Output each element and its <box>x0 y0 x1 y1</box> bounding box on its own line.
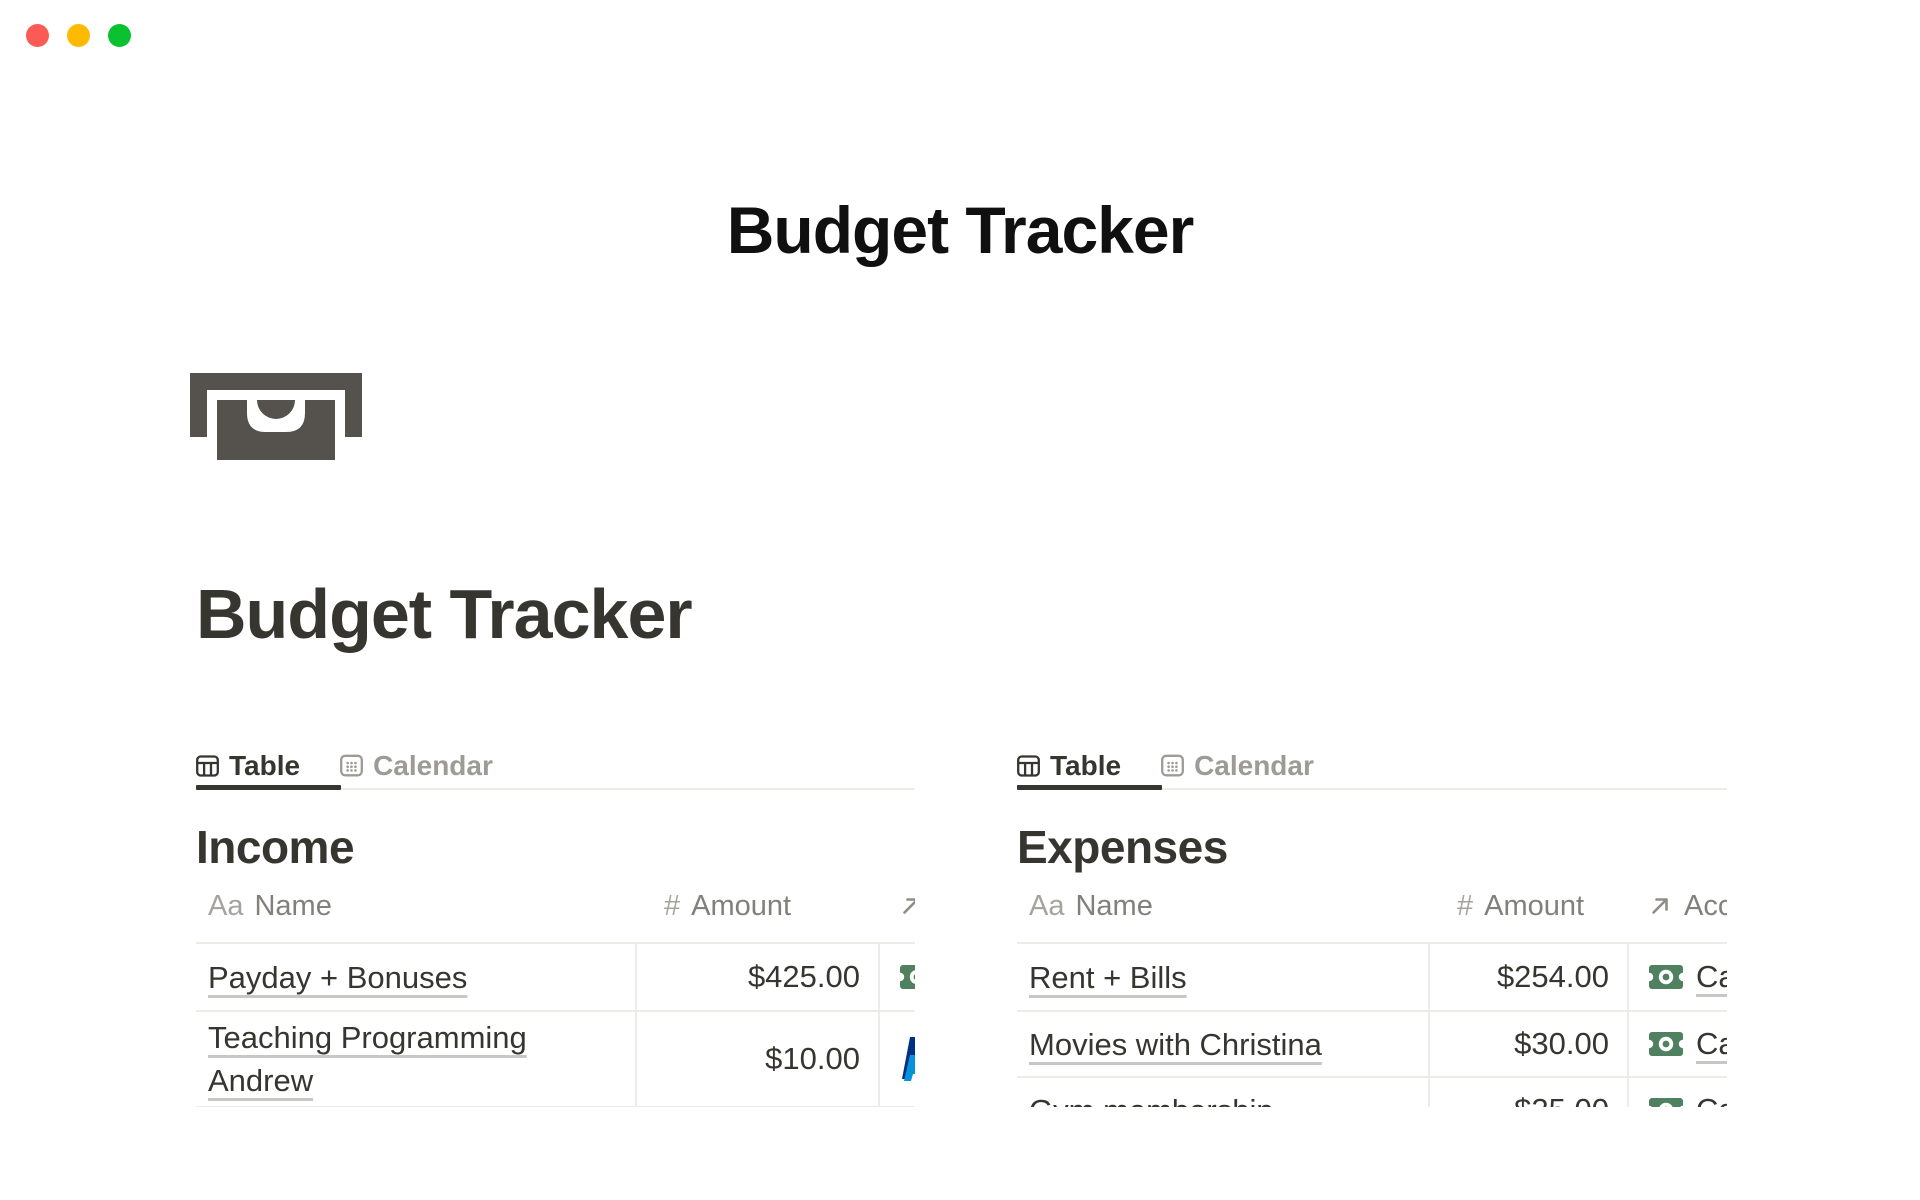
cash-icon <box>1649 1032 1683 1056</box>
column-label: Amount <box>691 889 792 922</box>
account-cell[interactable]: Cash <box>878 944 915 1010</box>
table-row: Movies with Christina $30.00 Cash <box>1017 1012 1727 1078</box>
window-controls <box>26 24 131 47</box>
amount-cell[interactable]: $30.00 <box>1428 1012 1627 1076</box>
income-database-view: Table Calendar Income Aa Name # Amount <box>196 741 915 1107</box>
database-title: Expenses <box>1017 821 1228 873</box>
tab-label: Table <box>229 749 301 781</box>
relation-arrow-icon <box>1652 898 1668 914</box>
maximize-button[interactable] <box>108 24 131 47</box>
tab-label: Calendar <box>373 749 493 781</box>
account-cell[interactable]: PayPal <box>878 1012 915 1106</box>
number-type-icon: # <box>1457 889 1474 922</box>
page-link[interactable]: Payday + Bonuses <box>208 959 468 995</box>
name-cell[interactable]: Rent + Bills <box>1017 944 1428 1010</box>
number-type-icon: # <box>664 889 681 922</box>
column-label: Account <box>1684 889 1727 922</box>
column-label: Name <box>254 889 332 922</box>
tabs-divider <box>196 788 915 790</box>
table-view-icon <box>196 754 219 777</box>
table-row: Gym membership $25.00 Cash <box>1017 1078 1727 1107</box>
amount-cell[interactable]: $10.00 <box>635 1012 878 1106</box>
column-header-name[interactable]: Aa Name <box>1017 890 1428 923</box>
tab-table[interactable]: Table <box>196 750 300 782</box>
expenses-database-view: Table Calendar Expenses Aa Name # Amount <box>1017 741 1727 1107</box>
amount-cell[interactable]: $25.00 <box>1428 1078 1627 1107</box>
cash-icon <box>900 965 915 989</box>
page-link[interactable]: Teaching Programming Andrew <box>208 1020 527 1098</box>
active-tab-underline <box>1017 785 1162 790</box>
column-header-amount[interactable]: # Amount <box>1428 890 1627 923</box>
page-title: Budget Tracker <box>196 575 693 653</box>
calendar-view-icon <box>340 754 364 777</box>
column-header-amount[interactable]: # Amount <box>635 890 878 923</box>
cash-icon <box>1649 1098 1683 1107</box>
page-link[interactable]: Gym membership <box>1029 1089 1274 1108</box>
account-cell[interactable]: Cash <box>1627 1078 1727 1107</box>
tabs-divider <box>1017 788 1727 790</box>
relation-link[interactable]: Cash <box>1696 1092 1727 1107</box>
tab-calendar[interactable]: Calendar <box>1161 750 1314 782</box>
text-type-icon: Aa <box>1029 889 1065 922</box>
relation-link[interactable]: Cash <box>1696 959 1727 994</box>
tab-label: Table <box>1050 749 1122 781</box>
name-cell[interactable]: Gym membership <box>1017 1078 1428 1108</box>
text-type-icon: Aa <box>208 889 244 922</box>
relation-arrow-icon <box>903 898 915 914</box>
database-title: Income <box>196 821 355 873</box>
document-title: Budget Tracker <box>726 193 1195 267</box>
money-icon[interactable] <box>190 371 362 461</box>
relation-link[interactable]: Cash <box>1696 1026 1727 1061</box>
table-header-row: Aa Name # Amount Account <box>1017 870 1727 944</box>
account-cell[interactable]: Cash <box>1627 944 1727 1010</box>
column-label: Amount <box>1484 889 1585 922</box>
minimize-button[interactable] <box>67 24 90 47</box>
column-header-name[interactable]: Aa Name <box>196 890 635 923</box>
view-tabs: Table Calendar <box>196 741 915 790</box>
table-row: Rent + Bills $254.00 Cash <box>1017 944 1727 1012</box>
table-header-row: Aa Name # Amount Account <box>196 870 915 944</box>
page-link[interactable]: Rent + Bills <box>1029 959 1187 995</box>
tab-calendar[interactable]: Calendar <box>340 750 493 782</box>
column-header-account[interactable]: Account <box>1627 890 1727 923</box>
page-link[interactable]: Movies with Christina <box>1029 1026 1322 1062</box>
amount-cell[interactable]: $425.00 <box>635 944 878 1010</box>
amount-cell[interactable]: $254.00 <box>1428 944 1627 1010</box>
tab-table[interactable]: Table <box>1017 750 1121 782</box>
calendar-view-icon <box>1161 754 1185 777</box>
table-row: Teaching Programming Andrew $10.00 PayPa… <box>196 1012 915 1107</box>
column-header-account[interactable]: Account <box>878 890 915 923</box>
cash-icon <box>1649 965 1683 989</box>
column-label: Name <box>1075 889 1153 922</box>
tab-label: Calendar <box>1194 749 1314 781</box>
active-tab-underline <box>196 785 341 790</box>
table-view-icon <box>1017 754 1040 777</box>
table-row: Payday + Bonuses $425.00 Cash <box>196 944 915 1012</box>
name-cell[interactable]: Payday + Bonuses <box>196 944 635 1010</box>
paypal-icon <box>902 1037 915 1081</box>
name-cell[interactable]: Teaching Programming Andrew <box>196 1012 635 1106</box>
account-cell[interactable]: Cash <box>1627 1012 1727 1076</box>
name-cell[interactable]: Movies with Christina <box>1017 1012 1428 1076</box>
view-tabs: Table Calendar <box>1017 741 1727 790</box>
close-button[interactable] <box>26 24 49 47</box>
